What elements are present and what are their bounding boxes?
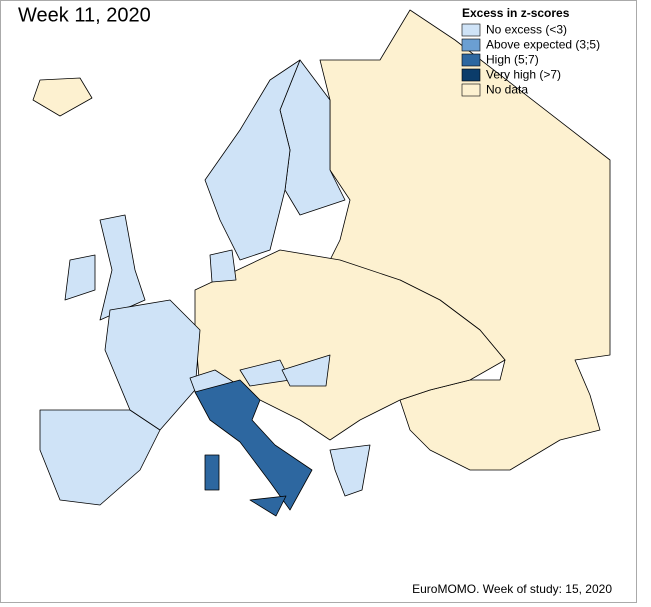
region: [281, 354, 331, 387]
legend-label: Very high (>7): [486, 68, 561, 82]
legend-swatch: [461, 53, 481, 67]
legend-swatch: [461, 23, 481, 37]
map: [32, 9, 611, 517]
region: [104, 299, 201, 431]
legend-swatch: [461, 83, 481, 97]
legend-swatch: [461, 38, 481, 52]
region: [329, 444, 371, 497]
region: [204, 59, 301, 261]
region: [204, 454, 220, 491]
legend-label: High (5;7): [486, 53, 539, 67]
region: [32, 77, 93, 117]
region: [99, 214, 146, 321]
legend-title: Excess in z-scores: [462, 6, 570, 20]
footer: EuroMOMO. Week of study: 15, 2020: [412, 582, 612, 596]
region: [209, 249, 237, 283]
region: [249, 495, 287, 517]
region: [194, 379, 313, 511]
title: Week 11, 2020: [18, 4, 151, 26]
region: [64, 254, 96, 301]
legend-swatch: [461, 68, 481, 82]
legend-label: No data: [486, 83, 528, 97]
legend-label: No excess (<3): [486, 23, 567, 37]
legend-label: Above expected (3;5): [486, 38, 600, 52]
legend: Excess in z-scores No excess (<3)Above e…: [461, 6, 600, 97]
